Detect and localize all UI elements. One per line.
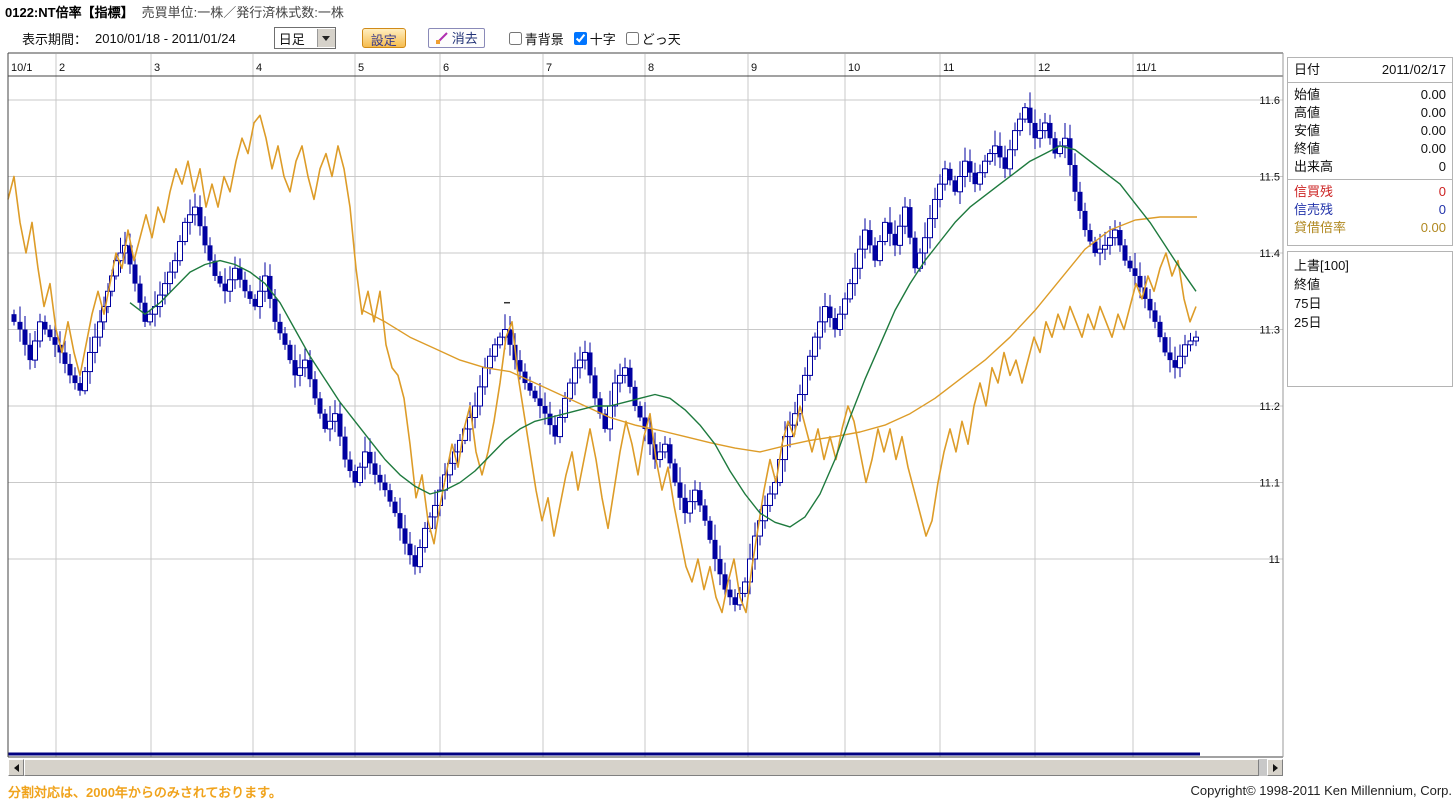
chevron-down-icon[interactable] [316, 29, 335, 47]
open-row: 始値 0.00 [1288, 86, 1452, 104]
arrow-left-icon [13, 763, 19, 772]
quote-info-panel: 日付 2011/02/17 始値 0.00 高値 0.00 安値 0.00 終値… [1287, 57, 1453, 246]
ohlc-rows: 始値 0.00 高値 0.00 安値 0.00 終値 0.00 出来高 0 [1288, 83, 1452, 180]
date-label: 日付 [1294, 62, 1321, 77]
crosshair-label[interactable]: 十字 [589, 31, 616, 47]
svg-text:4: 4 [256, 62, 262, 74]
margin-sell-label: 信売残 [1294, 202, 1334, 217]
scroll-right-button[interactable] [1267, 759, 1283, 776]
margin-ratio-row: 貸借倍率 0.00 [1288, 219, 1452, 237]
scroll-left-button[interactable] [8, 759, 24, 776]
svg-text:9: 9 [751, 62, 757, 74]
high-row: 高値 0.00 [1288, 104, 1452, 122]
pen-line-icon [435, 31, 449, 45]
period-value: 2010/01/18 - 2011/01/24 [95, 30, 236, 46]
unit-info: 売買単位:一株／発行済株式数:一株 [141, 5, 344, 20]
legend-ma25: 25日 [1294, 315, 1322, 330]
volume-label: 出来高 [1294, 159, 1334, 174]
settings-button[interactable]: 設定 [361, 28, 406, 48]
period-label: 表示期間： [22, 31, 88, 47]
svg-text:11.3: 11.3 [1259, 325, 1280, 337]
checkbox-dotten[interactable]: どっ天 [625, 29, 681, 48]
legend-close: 終値 [1294, 277, 1321, 292]
dotten-label[interactable]: どっ天 [641, 31, 681, 47]
margin-ratio-label: 貸借倍率 [1294, 220, 1347, 235]
checkbox-crosshair[interactable]: 十字 [573, 29, 616, 48]
checkbox-blue-background[interactable]: 青背景 [508, 29, 564, 48]
volume-row: 出来高 0 [1288, 158, 1452, 176]
low-value: 0.00 [1420, 123, 1446, 138]
svg-text:12: 12 [1038, 62, 1050, 74]
svg-text:5: 5 [358, 62, 364, 74]
split-adjustment-note: 分割対応は、2000年からのみされております。 [8, 785, 282, 800]
date-value: 2011/02/17 [1381, 62, 1446, 77]
open-value: 0.00 [1420, 87, 1446, 102]
copyright-text: Copyright© 1998-2011 Ken Millennium, Cor… [1190, 783, 1452, 798]
close-row: 終値 0.00 [1288, 140, 1452, 158]
margin-rows: 信買残 0 信売残 0 貸借倍率 0.00 [1288, 180, 1452, 237]
dotten-checkbox[interactable] [625, 31, 639, 45]
erase-button[interactable]: 消去 [427, 28, 485, 48]
margin-buy-value: 0 [1438, 184, 1446, 199]
margin-sell-value: 0 [1438, 202, 1446, 217]
svg-text:6: 6 [443, 62, 449, 74]
svg-text:11.6: 11.6 [1259, 95, 1280, 107]
svg-text:11.4: 11.4 [1259, 248, 1280, 260]
svg-text:2: 2 [59, 62, 65, 74]
svg-text:8: 8 [648, 62, 654, 74]
margin-ratio-value: 0.00 [1420, 220, 1446, 235]
margin-buy-label: 信買残 [1294, 184, 1334, 199]
svg-text:10: 10 [848, 62, 860, 74]
titlebar: 0122:NT倍率【指標】 売買単位:一株／発行済株式数:一株 [5, 2, 344, 20]
svg-text:11.1: 11.1 [1259, 478, 1280, 490]
crosshair-checkbox[interactable] [573, 31, 587, 45]
legend-overlay: 上書[100] [1294, 258, 1349, 273]
svg-text:11: 11 [1269, 554, 1280, 566]
close-value: 0.00 [1420, 141, 1446, 156]
svg-text:7: 7 [546, 62, 552, 74]
date-row: 日付 2011/02/17 [1288, 58, 1452, 83]
close-label: 終値 [1294, 141, 1321, 156]
high-label: 高値 [1294, 105, 1321, 120]
svg-text:10/1: 10/1 [11, 62, 32, 74]
scrollbar-thumb[interactable] [24, 759, 1259, 776]
erase-button-label: 消去 [451, 31, 478, 46]
open-label: 始値 [1294, 87, 1321, 102]
legend-panel: 上書[100] 終値 75日 25日 [1287, 251, 1453, 387]
arrow-right-icon [1272, 763, 1278, 772]
svg-text:11.2: 11.2 [1259, 401, 1280, 413]
timeframe-selected-value: 日足 [278, 31, 305, 47]
svg-text:11: 11 [943, 62, 954, 74]
svg-text:3: 3 [154, 62, 160, 74]
margin-buy-row: 信買残 0 [1288, 183, 1452, 201]
low-row: 安値 0.00 [1288, 122, 1452, 140]
timeframe-select[interactable]: 日足 [273, 27, 336, 49]
volume-value: 0 [1438, 159, 1446, 174]
svg-text:11.5: 11.5 [1259, 172, 1280, 184]
legend-ma75: 75日 [1294, 296, 1322, 311]
margin-sell-row: 信売残 0 [1288, 201, 1452, 219]
chart-option-checkboxes: 青背景 十字 どっ天 [499, 29, 681, 48]
toolbar: 表示期間： 2010/01/18 - 2011/01/24 日足 設定 消去 青… [22, 27, 681, 49]
svg-text:11/1: 11/1 [1136, 62, 1157, 74]
high-value: 0.00 [1420, 105, 1446, 120]
blue-background-checkbox[interactable] [508, 31, 522, 45]
instrument-title: 0122:NT倍率【指標】 [5, 5, 134, 20]
blue-background-label[interactable]: 青背景 [524, 31, 564, 47]
low-label: 安値 [1294, 123, 1321, 138]
horizontal-scrollbar[interactable] [8, 759, 1283, 776]
